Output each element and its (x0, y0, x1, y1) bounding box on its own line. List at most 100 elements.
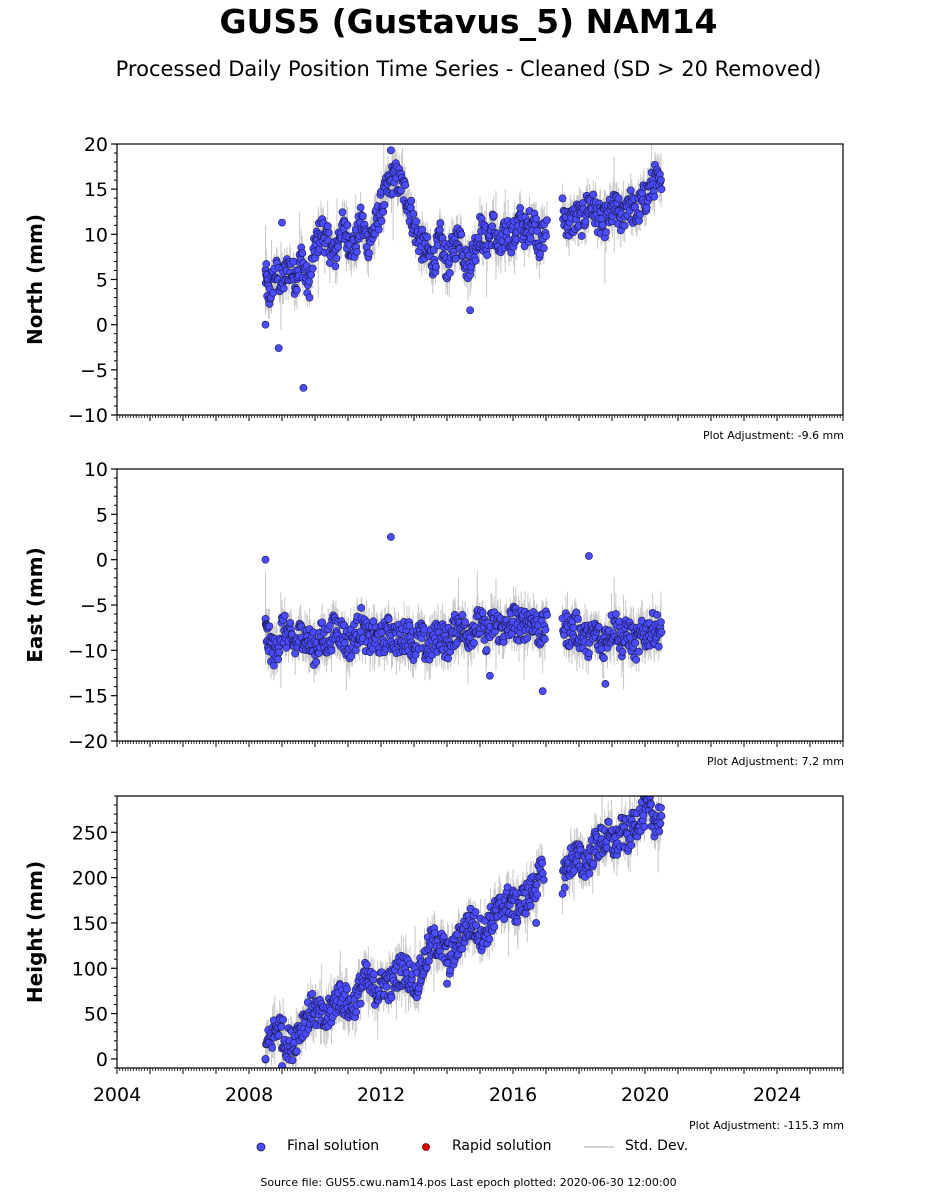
east-data-point (541, 635, 549, 644)
height-data-point (308, 989, 317, 998)
north-data-point (292, 286, 301, 294)
height-data-point (387, 993, 396, 1002)
north-data-point (516, 204, 525, 212)
north-data-point (331, 262, 340, 271)
north-data-point (626, 186, 635, 195)
east-data-point (653, 611, 661, 619)
height-data-point (533, 890, 542, 899)
north-ytick-label: 10 (84, 224, 108, 246)
north-ytick-label: −10 (68, 405, 108, 427)
height-data-point (288, 1056, 297, 1065)
height-data-point (538, 869, 547, 878)
east-ytick-label: −10 (68, 640, 108, 662)
north-data-point (577, 232, 586, 240)
north-data-point (526, 234, 535, 243)
north-data-point (543, 216, 551, 225)
north-data-point (262, 260, 271, 268)
height-data-point (526, 901, 535, 910)
east-ytick-label: −20 (68, 731, 108, 753)
east-data-point (599, 654, 608, 663)
north-outlier-point (261, 320, 270, 329)
height-data-point (458, 944, 467, 953)
east-data-point (631, 639, 639, 647)
north-data-point (614, 194, 623, 203)
height-data-point (647, 800, 655, 809)
east-ytick-label: 5 (96, 504, 108, 526)
north-data-point (401, 181, 410, 189)
height-outlier-point (278, 1062, 286, 1068)
north-data-point (298, 249, 307, 257)
chart-subtitle: Processed Daily Position Time Series - C… (115, 57, 822, 81)
north-ytick-label: 15 (84, 179, 108, 201)
east-data-point (478, 609, 487, 618)
north-data-point (539, 244, 548, 253)
height-ytick-label: 200 (72, 868, 108, 890)
east-data-point (347, 652, 356, 661)
height-data-point (274, 1031, 283, 1040)
height-outlier-point (443, 979, 451, 988)
east-ylabel: East (mm) (23, 547, 47, 663)
east-data-point (572, 608, 581, 617)
north-data-point (483, 251, 492, 260)
east-data-point (384, 615, 393, 623)
north-data-point (338, 208, 347, 217)
north-data-point (650, 192, 659, 201)
east-data-point (635, 647, 643, 656)
north-data-point (435, 225, 444, 234)
north-data-point (305, 293, 314, 302)
east-data-point (458, 611, 467, 619)
north-data-point (323, 222, 332, 230)
height-data-point (604, 818, 613, 826)
height-ylabel: Height (mm) (23, 861, 47, 1003)
east-data-point (351, 646, 360, 655)
height-data-point (589, 859, 598, 868)
height-data-point (513, 917, 522, 926)
north-ylabel: North (mm) (23, 214, 47, 345)
north-data-point (356, 203, 365, 212)
height-data-point (292, 1047, 301, 1056)
east-data-point (482, 646, 491, 655)
height-data-point (640, 822, 649, 831)
north-data-point (308, 264, 317, 273)
north-data-point (474, 233, 483, 242)
east-data-point (569, 623, 578, 632)
east-ytick-label: −15 (68, 686, 108, 708)
height-plot-area (261, 796, 666, 1068)
east-data-point (654, 642, 663, 651)
east-data-point (280, 611, 289, 620)
north-data-point (396, 186, 405, 195)
north-data-point (380, 200, 389, 209)
east-outlier-point (261, 555, 270, 564)
north-outlier-point (466, 306, 474, 315)
north-data-point (532, 214, 540, 223)
east-outlier-point (386, 533, 395, 541)
north-data-point (598, 221, 607, 230)
north-plot-area (261, 144, 666, 392)
east-data-point (420, 625, 429, 634)
height-data-point (657, 812, 666, 820)
north-data-point (636, 210, 644, 219)
height-data-point (382, 982, 391, 991)
east-data-point (618, 647, 627, 656)
height-outlier-point (261, 1055, 270, 1063)
north-data-point (377, 217, 386, 225)
east-data-point (265, 622, 274, 631)
east-data-point (275, 648, 284, 657)
north-data-point (364, 249, 373, 258)
north-data-point (407, 196, 416, 205)
height-data-point (342, 985, 351, 993)
height-ytick-label: 150 (72, 913, 108, 935)
east-data-point (405, 621, 414, 630)
height-data-point (656, 819, 665, 828)
height-data-point (362, 960, 371, 969)
north-data-point (436, 219, 445, 228)
north-data-point (379, 207, 388, 216)
east-data-point (611, 610, 620, 618)
east-data-point (657, 618, 665, 627)
east-data-point (444, 654, 452, 663)
east-data-point (291, 649, 300, 658)
east-plot-area (261, 533, 666, 696)
north-data-point (324, 228, 333, 237)
east-data-point (574, 615, 582, 623)
